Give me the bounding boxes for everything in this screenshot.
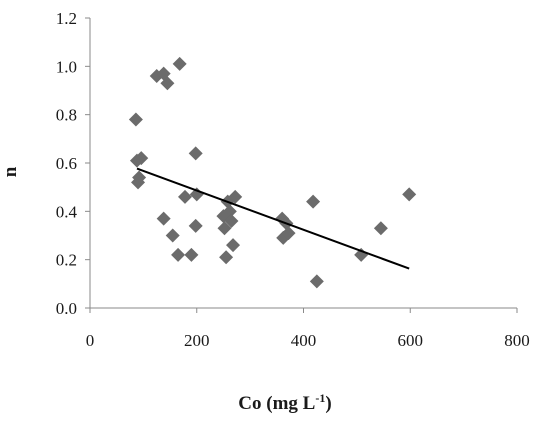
data-point-diamond xyxy=(306,194,321,209)
data-point-diamond xyxy=(132,170,147,185)
x-tick-label: 800 xyxy=(504,331,530,350)
data-point-diamond xyxy=(160,76,175,91)
y-tick-label: 0.8 xyxy=(56,106,77,125)
x-axis-title-main: Co (mg L xyxy=(238,393,315,414)
data-point-diamond xyxy=(165,228,180,243)
data-point-diamond xyxy=(171,247,186,262)
data-point-diamond xyxy=(228,189,243,204)
y-axis-title: n xyxy=(0,166,21,177)
y-axis-ticks: 0.0 0.2 0.4 0.6 0.8 1.0 1.2 xyxy=(56,9,90,318)
x-tick-label: 600 xyxy=(398,331,424,350)
data-point-diamond xyxy=(172,56,187,71)
y-tick-label: 0.2 xyxy=(56,251,77,270)
trendline xyxy=(136,167,410,270)
x-tick-label: 200 xyxy=(184,331,210,350)
data-point-diamond xyxy=(156,211,171,226)
x-tick-label: 400 xyxy=(291,331,317,350)
data-point-diamond xyxy=(373,221,388,236)
data-point-diamond xyxy=(402,187,417,202)
data-point-diamond xyxy=(224,214,239,228)
data-point-diamond xyxy=(222,204,237,219)
data-points xyxy=(128,56,417,289)
data-point-diamond xyxy=(128,112,143,127)
data-point-diamond xyxy=(226,238,241,253)
data-point-diamond xyxy=(134,151,149,166)
y-tick-label: 1.0 xyxy=(56,57,77,76)
y-tick-label: 0.4 xyxy=(56,202,78,221)
data-point-diamond xyxy=(219,250,234,265)
data-point-diamond xyxy=(178,189,193,204)
y-tick-label: 0.6 xyxy=(56,154,77,173)
y-tick-label: 1.2 xyxy=(56,9,77,28)
data-point-diamond xyxy=(281,226,296,241)
data-point-diamond xyxy=(184,247,199,262)
y-tick-label: 0.0 xyxy=(56,299,77,318)
x-axis-title-close: ) xyxy=(325,393,331,414)
x-axis-ticks: 0 200 400 600 800 xyxy=(86,308,530,350)
data-point-diamond xyxy=(188,146,203,161)
x-axis-title: Co (mg L-1) xyxy=(238,391,331,414)
x-tick-label: 0 xyxy=(86,331,95,350)
data-point-diamond xyxy=(309,274,324,289)
x-axis-title-superscript: -1 xyxy=(315,391,325,405)
data-point-diamond xyxy=(217,221,232,236)
data-point-diamond xyxy=(188,218,203,233)
